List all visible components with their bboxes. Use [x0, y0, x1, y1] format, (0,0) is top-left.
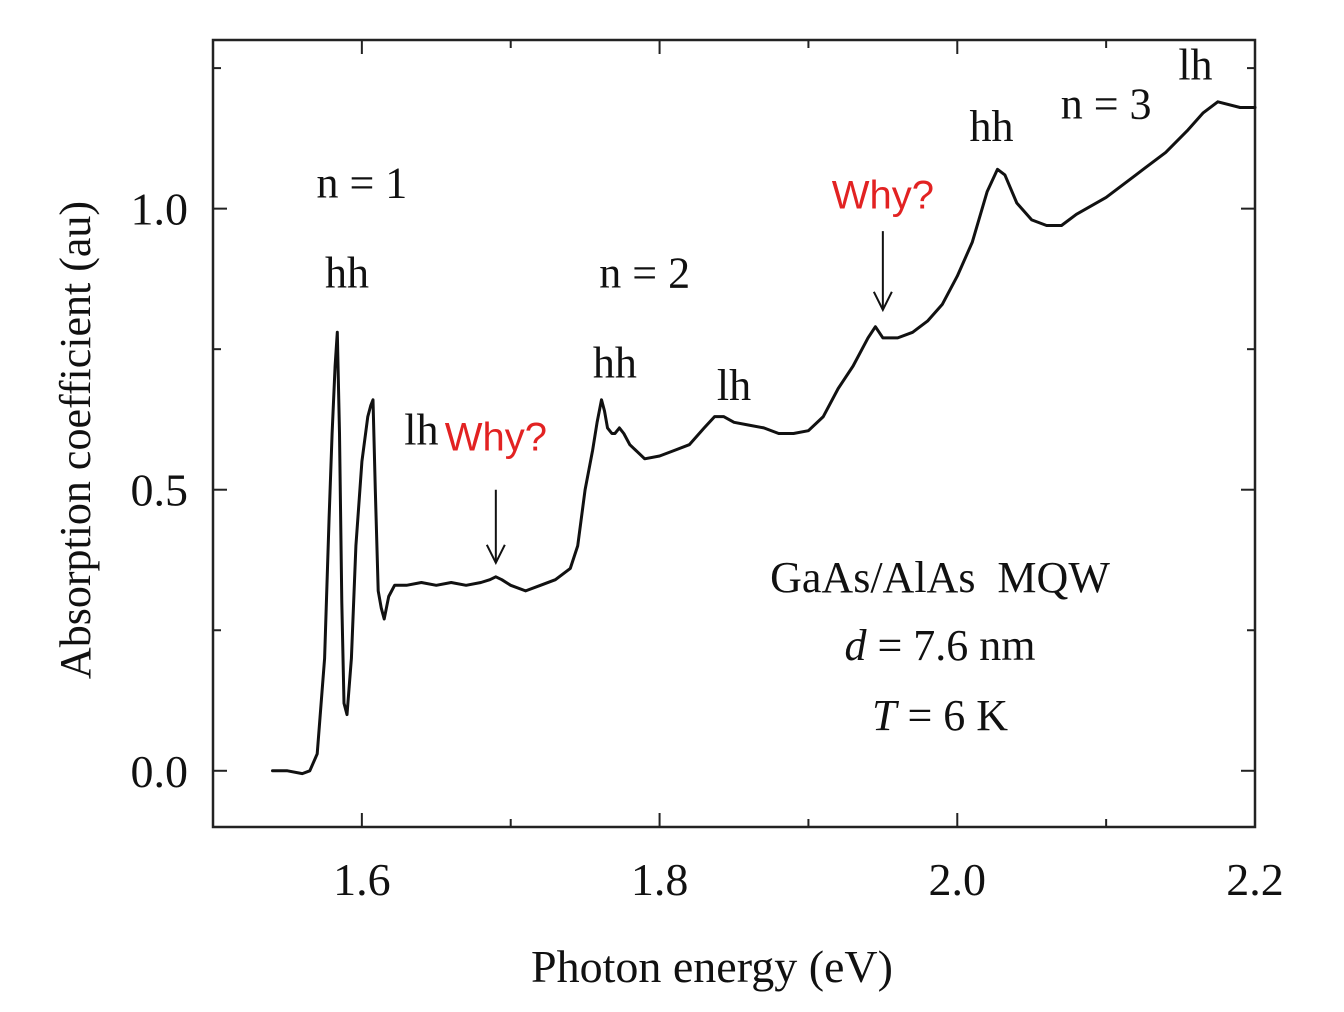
plot-border: [211, 38, 1257, 829]
arrow-head: [485, 544, 506, 566]
peak-label: lh: [404, 406, 438, 455]
tick-labels: 1.6 1.8 2.0 2.2 0.0 0.5 1.0: [131, 184, 1284, 905]
thickness-var: d: [844, 621, 867, 670]
absorption-curve: [271, 100, 1257, 776]
sample-name: GaAs/AlAs MQW: [770, 553, 1110, 602]
peak-label: lh: [717, 361, 751, 410]
peak-label: n = 3: [1061, 80, 1152, 129]
x-axis-label: Photon energy (eV): [531, 941, 893, 992]
temperature-value: = 6 K: [896, 691, 1008, 740]
peak-label: hh: [593, 338, 637, 387]
arrow-head: [872, 291, 893, 313]
question-annotation: Why?: [445, 415, 547, 459]
annotation-arrows: [485, 231, 893, 566]
temperature-label: T = 6 K: [872, 691, 1008, 740]
plot-frame: [211, 38, 1257, 829]
y-axis-label: Absorption coefficient (au): [51, 201, 100, 679]
x-tick-label: 2.0: [929, 854, 987, 905]
peak-label: hh: [970, 102, 1014, 151]
x-tick-label: 1.8: [631, 854, 689, 905]
series-line: [271, 100, 1257, 776]
y-tick-label: 1.0: [131, 184, 189, 235]
sample-info-box: GaAs/AlAs MQW d = 7.6 nm T = 6 K: [770, 553, 1110, 740]
question-annotation: Why?: [832, 174, 934, 218]
thickness-value: = 7.6 nm: [866, 621, 1035, 670]
peak-label: n = 2: [599, 248, 690, 297]
peak-label: lh: [1178, 40, 1212, 89]
temperature-var: T: [872, 691, 900, 740]
x-tick-label: 1.6: [333, 854, 391, 905]
thickness-label: d = 7.6 nm: [844, 621, 1035, 670]
peak-label: n = 1: [316, 158, 407, 207]
peak-label: hh: [325, 248, 369, 297]
x-tick-label: 2.2: [1226, 854, 1284, 905]
y-tick-label: 0.0: [131, 746, 189, 797]
axis-ticks: [212, 40, 1256, 827]
y-tick-label: 0.5: [131, 465, 189, 516]
